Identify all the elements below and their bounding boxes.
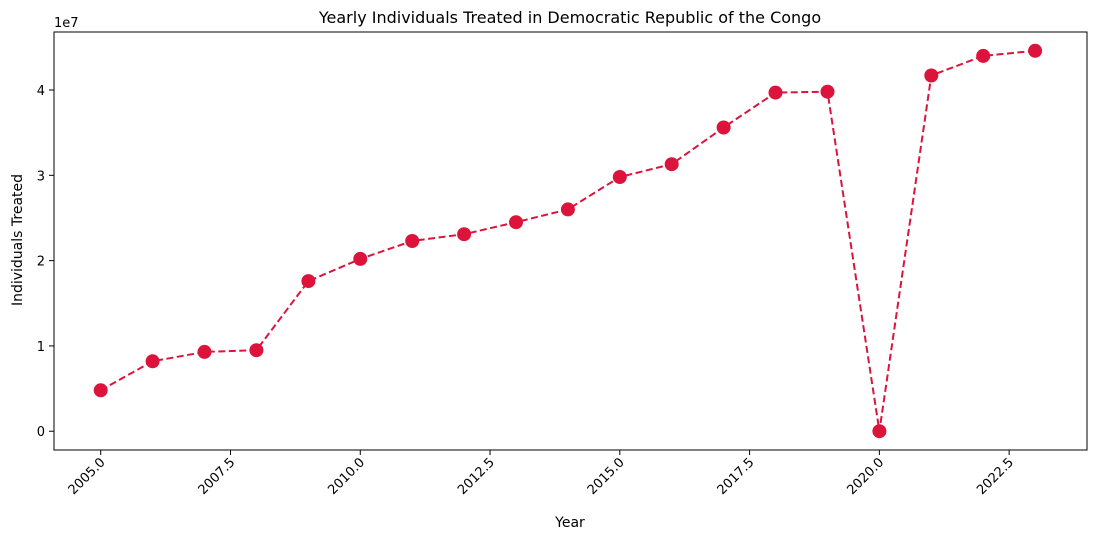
y-tick-label: 4 xyxy=(37,84,45,99)
y-axis-label: Individuals Treated xyxy=(10,174,26,306)
y-axis-offset-label: 1e7 xyxy=(54,16,79,31)
data-point xyxy=(145,354,160,369)
chart-title: Yearly Individuals Treated in Democratic… xyxy=(318,8,821,27)
data-point xyxy=(301,274,316,289)
series-line xyxy=(100,49,1036,432)
data-point xyxy=(405,234,420,248)
y-axis: 0 1 2 3 4 xyxy=(37,84,54,440)
x-tick-label: 2012.5 xyxy=(455,455,498,498)
x-tick-label: 2022.5 xyxy=(974,455,1017,498)
x-tick-label: 2007.5 xyxy=(196,455,239,498)
data-point xyxy=(1028,43,1043,58)
y-tick-label: 2 xyxy=(37,255,45,270)
y-tick-label: 1 xyxy=(37,340,45,355)
y-tick-label: 0 xyxy=(37,425,45,440)
data-point xyxy=(768,85,783,100)
data-point xyxy=(457,227,472,242)
plot-frame xyxy=(53,31,1088,451)
data-point xyxy=(353,251,368,266)
x-tick-label: 2010.0 xyxy=(325,455,368,498)
data-point xyxy=(509,215,523,230)
x-tick-label: 2017.5 xyxy=(715,455,758,498)
y-tick-label: 3 xyxy=(37,169,45,184)
x-axis: 2005.0 2007.5 2010.0 2012.5 2015.0 2017.5 2020… xyxy=(66,450,1017,498)
data-point xyxy=(976,48,991,63)
data-point xyxy=(664,157,679,172)
data-point xyxy=(249,343,264,358)
x-tick-label: 2015.0 xyxy=(585,455,628,498)
data-point xyxy=(560,202,575,217)
data-point xyxy=(820,84,835,99)
x-axis-label: Year xyxy=(554,515,585,531)
plot-area xyxy=(93,43,1043,439)
data-point xyxy=(612,170,627,184)
data-point xyxy=(197,344,212,359)
x-tick-label: 2005.0 xyxy=(66,455,109,498)
data-point xyxy=(93,383,108,398)
data-point xyxy=(872,424,887,439)
data-point xyxy=(924,68,939,83)
x-tick-label: 2020.0 xyxy=(844,455,887,498)
data-point xyxy=(716,120,731,135)
